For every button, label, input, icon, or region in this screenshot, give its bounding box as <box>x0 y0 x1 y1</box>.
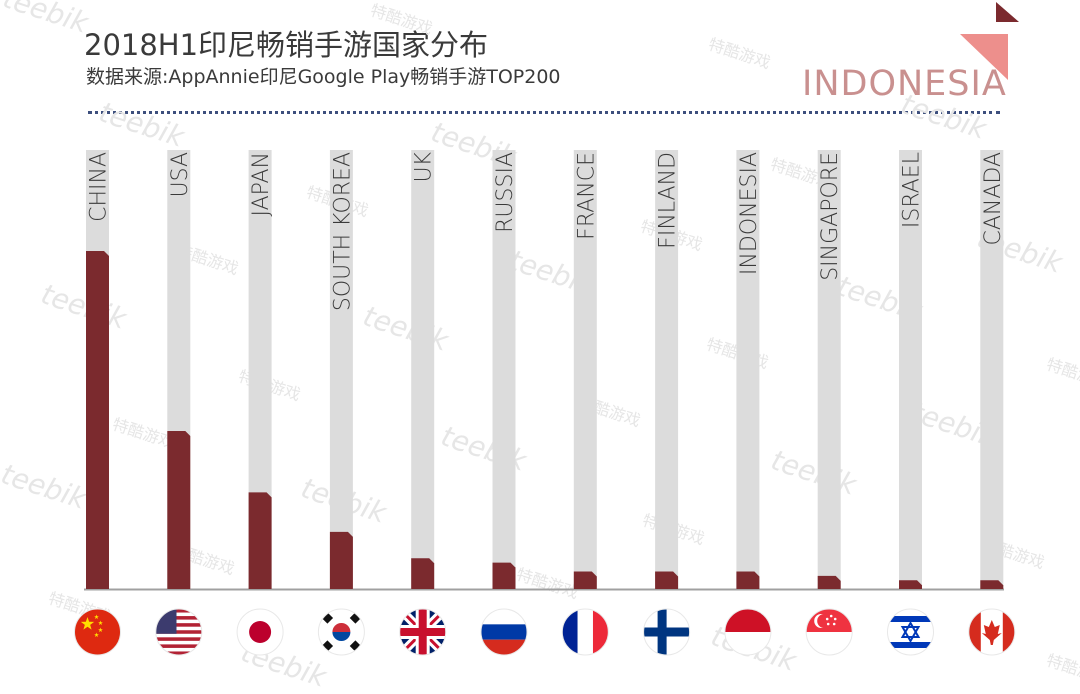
flag-finland-icon <box>643 608 691 656</box>
bar <box>411 558 435 589</box>
category-label: FRANCE <box>574 152 599 240</box>
bar <box>329 531 353 589</box>
category-label: ISRAEL <box>900 152 925 228</box>
bar <box>980 580 1004 589</box>
bar <box>248 492 272 589</box>
category-label: SINGAPORE <box>818 152 843 281</box>
category-label: RUSSIA <box>493 152 518 233</box>
bar-track <box>817 150 841 589</box>
flag-canada-icon <box>968 608 1016 656</box>
bar <box>736 571 760 589</box>
category-label: FINLAND <box>656 152 681 249</box>
page-subtitle: 数据来源:AppAnnie印尼Google Play畅销手游TOP200 <box>86 66 561 88</box>
flag-china-icon <box>74 608 121 656</box>
bar-track <box>329 150 353 589</box>
flag-indonesia-icon <box>724 608 772 656</box>
category-label: CANADA <box>981 152 1006 246</box>
flag-japan-icon <box>236 608 284 656</box>
dotted-divider <box>88 111 1000 114</box>
country-badge: INDONESIA <box>802 64 1007 104</box>
category-label: JAPAN <box>249 152 274 217</box>
bar-track <box>736 150 760 589</box>
category-label: UK <box>412 151 437 182</box>
category-label: CHINA <box>87 152 112 222</box>
bar-track <box>411 150 435 589</box>
category-label: INDONESIA <box>737 152 762 275</box>
category-label: SOUTH KOREA <box>330 152 355 311</box>
bar <box>817 575 841 589</box>
corner-accent-dark <box>996 2 1019 22</box>
category-label: USA <box>168 152 193 198</box>
bar <box>899 580 922 589</box>
bar-track <box>980 150 1004 589</box>
flag-israel-icon <box>887 608 934 656</box>
page-title: 2018H1印尼畅销手游国家分布 <box>84 28 489 62</box>
bar <box>86 250 109 589</box>
bar-track <box>573 150 597 589</box>
corner-accent <box>960 34 1008 80</box>
bar <box>167 430 191 589</box>
flag-france-icon <box>561 608 609 656</box>
flag-uk-icon <box>399 608 447 656</box>
bar-track <box>248 150 272 589</box>
bar <box>655 571 679 589</box>
bar <box>492 562 516 589</box>
bar <box>573 571 597 589</box>
flag-south-korea-icon <box>317 608 365 656</box>
flag-usa-icon <box>155 608 203 656</box>
bar-track <box>899 150 922 589</box>
bar-track <box>655 150 679 589</box>
flag-singapore-icon <box>805 608 853 656</box>
bar-track <box>492 150 516 589</box>
flag-russia-icon <box>480 608 528 656</box>
